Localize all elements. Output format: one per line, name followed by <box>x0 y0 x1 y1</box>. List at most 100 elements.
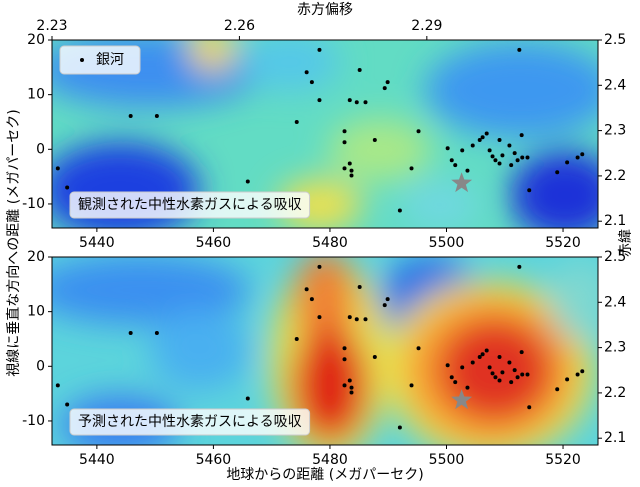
quasar-star <box>451 389 473 410</box>
galaxy-point <box>527 405 532 410</box>
galaxy-point <box>555 387 560 392</box>
galaxy-point <box>349 385 354 390</box>
legend-label: 銀河 <box>96 52 124 68</box>
y2-tick-label: 2.3 <box>604 123 626 139</box>
y2-tick-label: 2.1 <box>604 213 626 229</box>
galaxy-point <box>416 129 421 134</box>
galaxy-point <box>507 360 512 365</box>
galaxy-point <box>477 355 482 360</box>
y-tick-label: -10 <box>22 413 45 429</box>
galaxy-point <box>354 100 359 105</box>
y2-tick-label: 2.3 <box>604 340 626 356</box>
galaxy-point <box>565 377 570 382</box>
galaxy-point <box>304 287 309 292</box>
galaxy-point <box>453 163 458 168</box>
x-tick-label: 5480 <box>312 452 348 468</box>
galaxy-point <box>309 297 314 302</box>
galaxy-point <box>509 380 514 385</box>
heatmap-observed <box>52 40 598 228</box>
galaxy-point <box>449 158 454 163</box>
quasar-star <box>451 172 473 193</box>
galaxy-point <box>294 119 299 124</box>
y-tick-label: 10 <box>27 87 45 103</box>
galaxy-point <box>490 371 495 376</box>
galaxy-point <box>349 168 354 173</box>
galaxy-point <box>465 385 470 390</box>
galaxy-point <box>245 179 250 184</box>
x2-tick-label: 2.29 <box>411 18 442 34</box>
galaxy-point <box>409 166 414 171</box>
galaxy-point <box>460 365 465 370</box>
galaxy-point <box>515 158 520 163</box>
galaxy-point <box>487 365 492 370</box>
galaxy-point <box>154 113 159 118</box>
galaxy-point <box>500 370 505 375</box>
galaxy-point <box>409 383 414 388</box>
galaxy-point <box>470 360 475 365</box>
x-tick-label: 5500 <box>429 452 465 468</box>
galaxy-point <box>517 47 522 52</box>
x-tick-label: 5440 <box>79 452 115 468</box>
galaxy-point <box>128 330 133 335</box>
galaxy-point <box>416 346 421 351</box>
galaxy-point <box>500 153 505 158</box>
annotation: 予測された中性水素ガスによる吸収 <box>78 414 302 430</box>
galaxy-point <box>449 375 454 380</box>
y2-tick-label: 2.4 <box>604 77 626 93</box>
y2-tick-label: 2.2 <box>604 168 626 184</box>
galaxy-point <box>497 161 502 166</box>
galaxy-point <box>490 154 495 159</box>
galaxy-point <box>354 317 359 322</box>
galaxy-point <box>497 355 502 360</box>
galaxy-point <box>484 348 489 353</box>
y-tick-label: 0 <box>36 141 45 157</box>
galaxy-point <box>520 155 525 160</box>
galaxy-point <box>245 396 250 401</box>
galaxy-point <box>342 346 347 351</box>
y2-tick-label: 2.5 <box>604 32 626 48</box>
galaxy-point <box>342 383 347 388</box>
y2-axis-label: 赤緯 <box>618 229 634 257</box>
annotation-box <box>69 408 311 436</box>
y-axis-label: 視線に垂直な方向への距離 (メガパーセク) <box>5 109 22 376</box>
plot-frame <box>51 39 599 229</box>
plot-frame <box>51 256 599 446</box>
annotation-box <box>69 191 311 219</box>
galaxy-point <box>484 131 489 136</box>
y-tick-label: 10 <box>27 304 45 320</box>
galaxy-point <box>382 86 387 91</box>
galaxy-point <box>520 372 525 377</box>
galaxy-point <box>575 372 580 377</box>
galaxy-point <box>342 357 347 362</box>
galaxy-point <box>445 363 450 368</box>
galaxy-point <box>347 378 352 383</box>
galaxy-point <box>347 98 352 103</box>
y2-tick-label: 2.5 <box>604 249 626 265</box>
galaxy-point <box>445 146 450 151</box>
galaxy-point <box>347 161 352 166</box>
galaxy-point <box>555 170 560 175</box>
galaxy-point <box>309 80 314 85</box>
x-tick-label: 5460 <box>196 452 232 468</box>
galaxy-point <box>385 297 390 302</box>
galaxy-point <box>55 383 60 388</box>
galaxy-point <box>519 350 524 355</box>
galaxy-point <box>349 173 354 178</box>
galaxy-point <box>493 158 498 163</box>
galaxy-point <box>65 185 70 190</box>
galaxy-point <box>397 208 402 213</box>
galaxy-point <box>512 368 517 373</box>
x-tick-label: 5480 <box>312 235 348 251</box>
galaxy-point <box>565 160 570 165</box>
galaxy-point <box>65 402 70 407</box>
galaxy-point <box>480 352 485 357</box>
galaxy-point <box>525 372 530 377</box>
galaxy-point <box>470 143 475 148</box>
galaxy-point <box>497 378 502 383</box>
galaxy-point <box>527 188 532 193</box>
galaxy-point <box>507 143 512 148</box>
x-axis-label: 地球からの距離 (メガパーセク) <box>226 466 423 483</box>
y2-tick-label: 2.2 <box>604 385 626 401</box>
x2-tick-label: 2.23 <box>36 18 67 34</box>
galaxy-point <box>493 375 498 380</box>
